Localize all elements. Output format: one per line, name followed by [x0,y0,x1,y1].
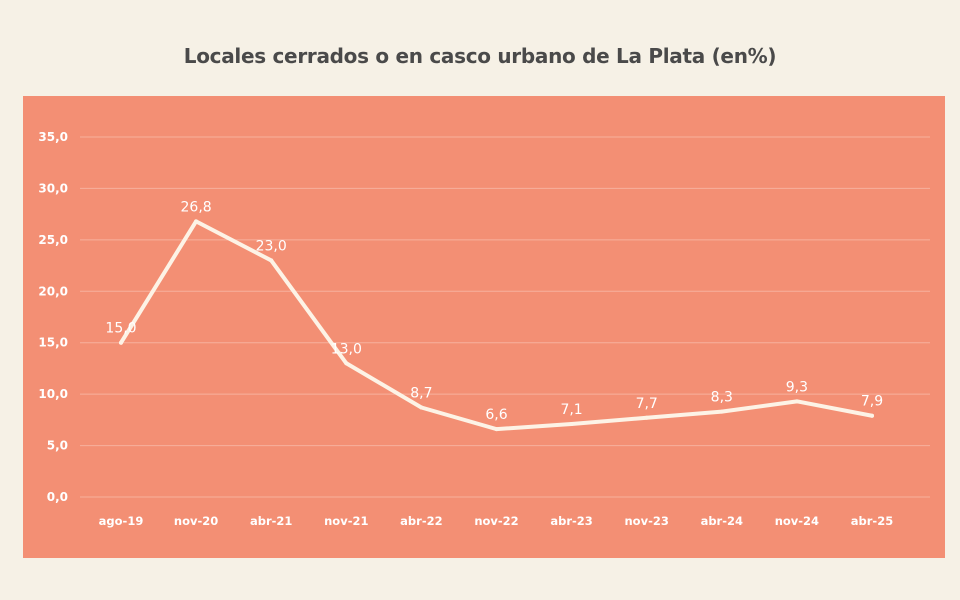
data-label: 7,1 [560,402,582,418]
x-tick-label: abr-24 [701,514,743,528]
data-label: 6,6 [485,407,507,423]
data-point [494,427,499,432]
series-line-layer [119,219,874,432]
data-labels: 15,0 26,8 23,0 13,0 8,7 6,6 7,1 7,7 8,3 9,3 7,9 [105,199,883,423]
data-label: 9,3 [786,379,808,395]
data-label: 15,0 [105,321,136,337]
x-tick-label: nov-23 [625,514,669,528]
data-point [870,413,874,418]
data-point [644,415,649,420]
y-tick-label: 5,0 [47,439,68,453]
data-label: 26,8 [181,199,212,215]
x-tick-label: nov-22 [474,514,518,528]
x-axis-ticks: ago-19 nov-20 abr-21 nov-21 abr-22 nov-22 abr-… [99,514,894,528]
chart-title: Locales cerrados o en casco urbano de La… [183,44,777,68]
series-line [119,219,874,432]
data-label: 7,7 [636,396,658,412]
y-axis-ticks: 0,0 5,0 10,0 15,0 20,0 25,0 30,0 35,0 [38,130,68,504]
y-tick-label: 35,0 [38,130,68,144]
y-tick-label: 20,0 [38,284,68,298]
y-tick-label: 25,0 [38,233,68,247]
y-tick-label: 0,0 [47,490,68,504]
gridlines [80,136,930,498]
data-label: 23,0 [256,238,287,254]
data-label: 8,3 [711,390,733,406]
data-label: 13,0 [331,341,362,357]
data-point [119,340,123,345]
y-tick-label: 15,0 [38,336,68,350]
y-tick-label: 10,0 [38,387,68,401]
x-tick-label: ago-19 [99,514,144,528]
x-tick-label: abr-21 [250,514,292,528]
data-point [194,219,199,224]
y-tick-label: 30,0 [38,181,68,195]
x-tick-label: abr-22 [400,514,442,528]
data-point [719,409,724,414]
x-tick-label: abr-23 [550,514,592,528]
data-point [419,405,424,410]
x-tick-label: nov-24 [775,514,819,528]
data-label: 8,7 [410,386,432,402]
data-label: 7,9 [861,394,883,410]
x-tick-label: nov-20 [174,514,218,528]
data-point [269,258,274,263]
x-tick-label: abr-25 [851,514,893,528]
data-point [344,361,349,366]
data-point [794,399,799,404]
plot-area [23,96,945,558]
x-tick-label: nov-21 [324,514,368,528]
data-point [569,421,574,426]
